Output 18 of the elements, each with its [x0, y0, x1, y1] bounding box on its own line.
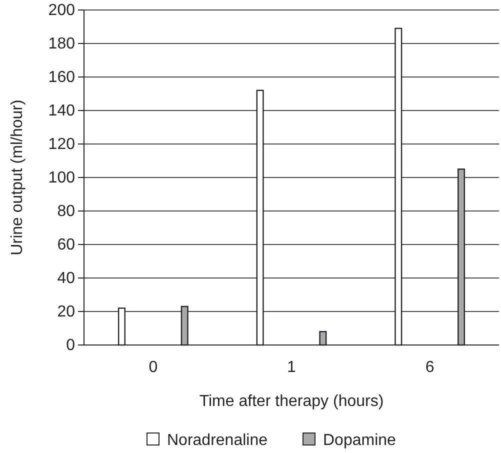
x-tick-label: 1 — [287, 359, 296, 376]
y-tick-label: 80 — [57, 203, 76, 220]
y-tick-label: 200 — [48, 2, 76, 20]
x-tick-label: 0 — [148, 359, 158, 376]
x-axis-title: Time after therapy (hours) — [199, 393, 384, 410]
y-tick-label: 160 — [48, 69, 76, 86]
legend-label: Noradrenaline — [167, 432, 268, 449]
y-tick-label: 0 — [66, 337, 76, 354]
x-tick-label: 6 — [425, 359, 434, 376]
y-tick-label: 20 — [57, 304, 76, 321]
y-tick-label: 100 — [48, 170, 76, 187]
y-tick-label: 120 — [48, 136, 76, 154]
y-tick-label: 40 — [57, 270, 76, 288]
y-axis-title: Urine output (ml/hour) — [9, 100, 26, 256]
y-tick-label: 60 — [57, 236, 76, 254]
y-tick-label: 140 — [48, 102, 76, 120]
y-tick-label: 180 — [48, 36, 76, 53]
legend-label: Dopamine — [323, 432, 396, 449]
